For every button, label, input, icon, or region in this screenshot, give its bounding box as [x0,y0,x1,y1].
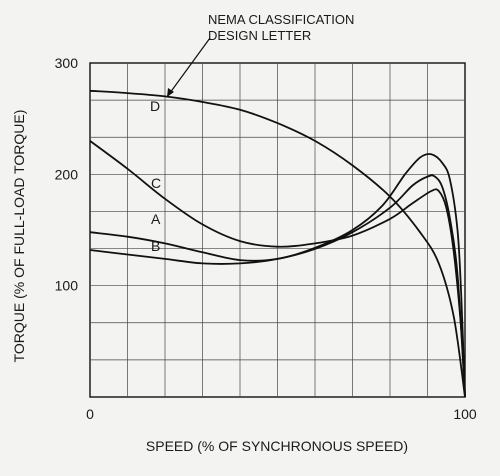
tick-labels: 100 200 300 0 100 [55,55,477,422]
annotation-line-2: DESIGN LETTER [208,28,311,43]
grid [90,63,465,397]
y-tick-label: 300 [55,55,79,71]
series-label-d: D [150,98,160,114]
y-tick-label: 100 [55,278,79,294]
x-axis-label: SPEED (% OF SYNCHRONOUS SPEED) [146,438,408,454]
series-line-c [89,140,466,398]
annotation-line-1: NEMA CLASSIFICATION [208,12,354,27]
series-line-b [89,174,466,398]
y-axis-label: TORQUE (% OF FULL-LOAD TORQUE) [11,110,27,363]
annotation-arrow [166,37,211,98]
series-label-b: B [151,238,160,254]
y-tick-label: 200 [55,166,79,182]
x-tick-label: 0 [86,406,94,422]
series-label-c: C [151,175,161,191]
x-tick-label: 100 [453,406,477,422]
series-label-a: A [151,211,161,227]
series-line-a [89,153,466,398]
annotation-arrowhead [167,88,174,97]
curves [89,89,466,398]
series-line-d [89,89,466,398]
